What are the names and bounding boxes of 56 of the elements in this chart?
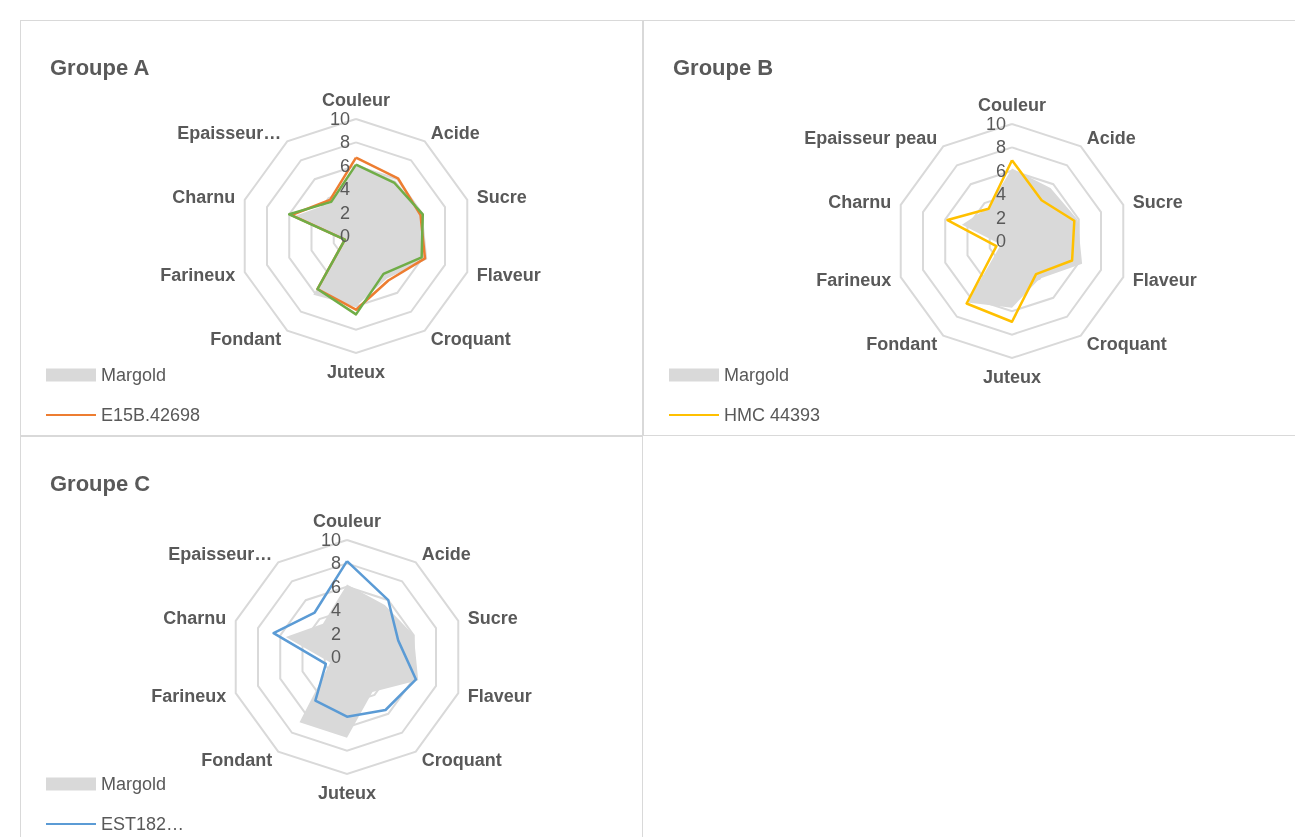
legend-label: E15B.42698 — [101, 405, 201, 425]
y-tick-label: 2 — [339, 202, 350, 223]
spoke-label: Couleur — [977, 95, 1047, 115]
y-tick-label: 4 — [330, 600, 341, 621]
spoke-label: Acide — [1086, 128, 1136, 149]
y-tick-label: 10 — [329, 109, 350, 129]
spoke-label: Juteux — [326, 362, 386, 382]
y-tick-label: 2 — [330, 623, 341, 644]
y-tick-label: 4 — [995, 184, 1006, 205]
spoke-label: Epaisseur… — [177, 123, 282, 144]
legend-label: EST182… — [101, 814, 185, 834]
spoke-label: Fondant — [210, 328, 282, 349]
y-tick-label: 8 — [995, 137, 1006, 158]
legend-label: Margold — [101, 365, 167, 385]
spoke-label: Croquant — [421, 749, 502, 770]
legend-label: HMC 44393 — [724, 405, 821, 425]
spoke-label: Farineux — [151, 686, 227, 707]
spoke-label: Juteux — [317, 783, 377, 803]
spoke-label: Fondant — [866, 333, 938, 354]
chart-title: Groupe B — [673, 54, 774, 80]
spoke-label: Couleur — [321, 90, 391, 110]
y-tick-label: 0 — [995, 231, 1006, 251]
y-tick-label: 8 — [330, 553, 341, 574]
y-tick-label: 6 — [339, 155, 350, 176]
legend-label: Margold — [101, 774, 167, 794]
y-tick-label: 8 — [339, 132, 350, 153]
spoke-label: Farineux — [816, 270, 892, 291]
spoke-label: Charnu — [172, 186, 236, 207]
spoke-label: Acide — [421, 544, 471, 565]
y-tick-label: 0 — [330, 647, 341, 667]
y-tick-label: 6 — [330, 576, 341, 597]
spoke-label: Charnu — [163, 607, 227, 628]
legend-label: Margold — [724, 365, 790, 385]
spoke-label: Sucre — [1132, 191, 1183, 212]
y-tick-label: 6 — [995, 160, 1006, 181]
spoke-label: Fondant — [201, 749, 273, 770]
spoke-label: Sucre — [476, 186, 527, 207]
y-tick-label: 4 — [339, 179, 350, 200]
spoke-label: Juteux — [982, 367, 1042, 387]
spoke-label: Sucre — [467, 607, 518, 628]
spoke-label: Flaveur — [476, 265, 541, 286]
y-tick-label: 2 — [995, 207, 1006, 228]
spoke-label: Acide — [430, 123, 480, 144]
spoke-label: Couleur — [312, 511, 382, 531]
spoke-label: Charnu — [828, 191, 892, 212]
spoke-label: Flaveur — [467, 686, 532, 707]
chart-title: Groupe C — [50, 470, 151, 496]
spoke-label: Epaisseur peau — [804, 128, 938, 149]
spoke-label: Farineux — [160, 265, 236, 286]
spoke-label: Croquant — [430, 328, 511, 349]
y-tick-label: 10 — [985, 114, 1006, 134]
spoke-label: Epaisseur… — [168, 544, 273, 565]
spoke-label: Croquant — [1086, 333, 1167, 354]
y-tick-label: 10 — [320, 530, 341, 550]
chart-title: Groupe A — [50, 54, 150, 80]
spoke-label: Flaveur — [1132, 270, 1197, 291]
